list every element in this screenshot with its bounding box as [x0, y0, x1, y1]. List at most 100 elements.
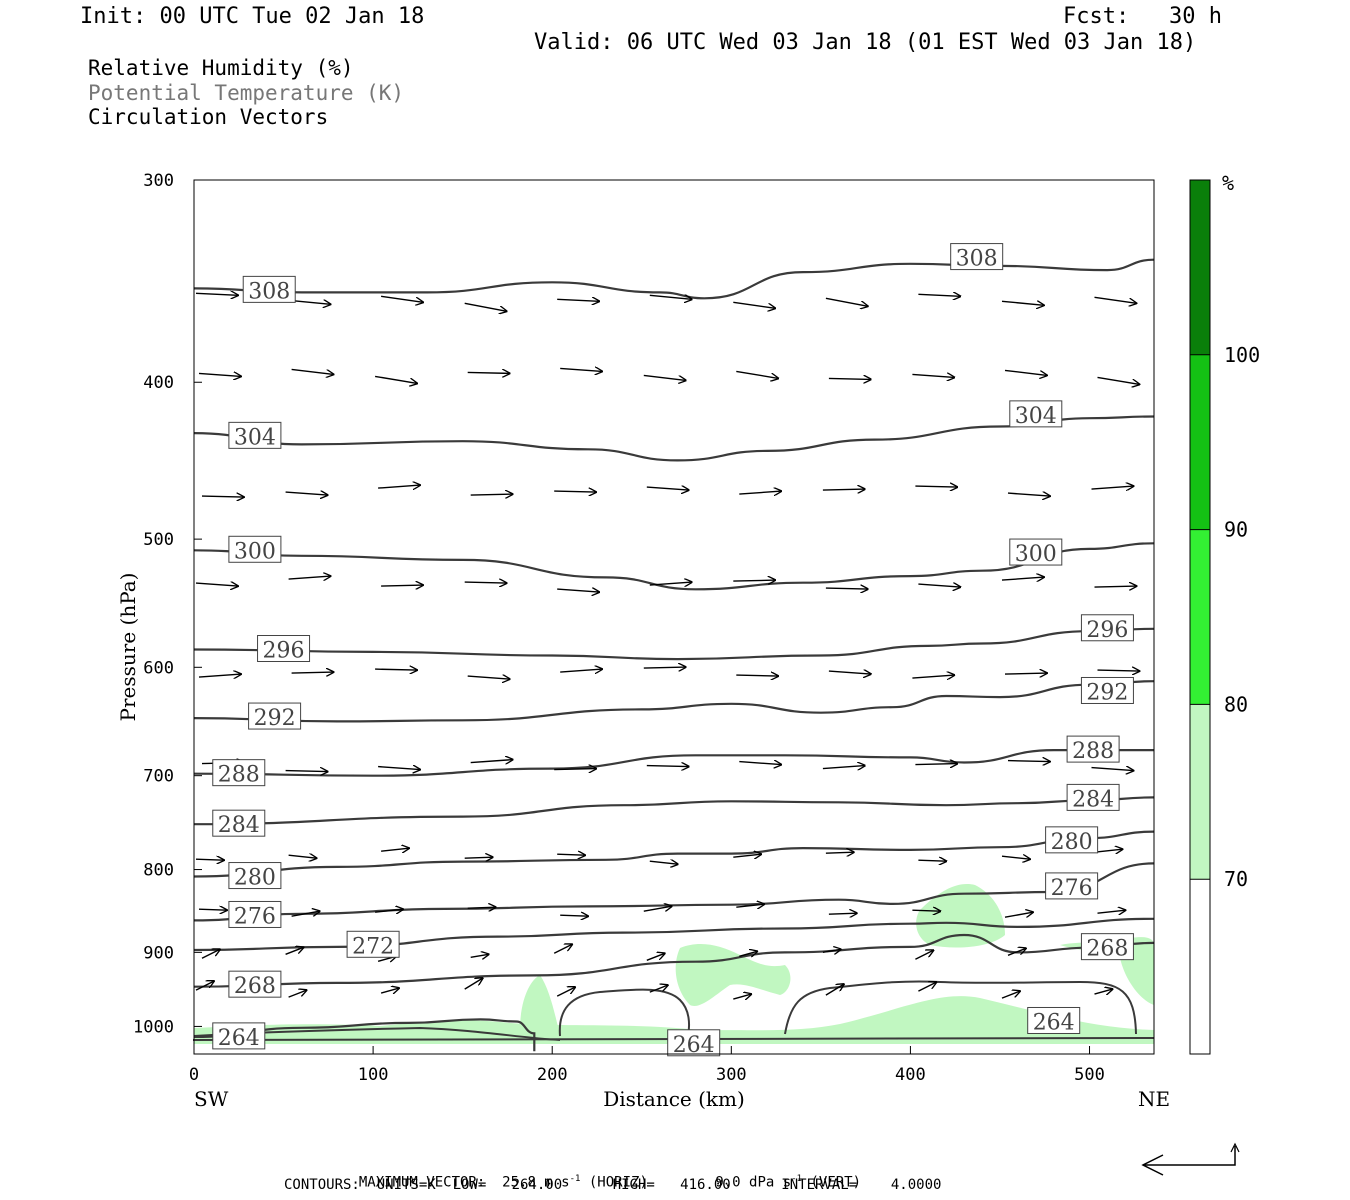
circulation-vector	[198, 674, 241, 677]
circulation-vector	[288, 855, 317, 858]
circulation-vector	[915, 486, 957, 487]
circulation-vector	[291, 368, 334, 374]
circulation-vector	[375, 669, 417, 670]
svg-text:280: 280	[1051, 830, 1093, 855]
circulation-vector	[381, 585, 423, 586]
circulation-vector	[1001, 301, 1044, 305]
reference-vector	[1141, 1142, 1240, 1176]
contour-label-296: 296	[1080, 614, 1134, 643]
contour-label-300: 300	[1009, 538, 1063, 567]
circulation-vector	[912, 675, 954, 678]
circulation-vector	[285, 947, 304, 955]
contour-label-288: 288	[212, 759, 266, 788]
y-tick-label: 600	[143, 658, 174, 678]
x-tick-label: 100	[358, 1065, 389, 1085]
svg-text:288: 288	[1072, 739, 1114, 764]
circulation-vector	[649, 861, 678, 864]
contour-label-284: 284	[212, 809, 266, 838]
contour-label-272: 272	[346, 930, 400, 959]
circulation-vector	[1007, 493, 1050, 496]
contour-label-264: 264	[1027, 1006, 1081, 1035]
theta-contour-264	[193, 1018, 536, 1052]
circulation-vector	[291, 911, 320, 917]
circulation-vector	[553, 944, 572, 954]
circulation-vector	[195, 583, 238, 586]
circulation-vector	[825, 588, 868, 589]
y-axis-label: Pressure (hPa)	[116, 573, 140, 722]
colorbar-level-label: 100	[1224, 343, 1260, 367]
svg-text:288: 288	[218, 763, 260, 788]
circulation-vector	[1097, 376, 1140, 384]
rh-shade-region	[675, 944, 791, 1006]
svg-text:268: 268	[234, 974, 276, 999]
circulation-vector	[739, 951, 757, 956]
circulation-vector	[1091, 768, 1134, 771]
svg-text:268: 268	[1086, 937, 1128, 962]
circulation-vector	[467, 676, 510, 679]
theta-contour-280	[193, 830, 1155, 878]
svg-text:296: 296	[263, 639, 305, 664]
circulation-vector	[1094, 849, 1123, 852]
theta-contour-288	[193, 748, 1154, 777]
circulation-vector	[825, 852, 854, 853]
reference-vector-head-left	[1141, 1154, 1164, 1176]
rh-shade-region	[520, 975, 560, 1035]
y-tick-label: 500	[143, 530, 174, 550]
circulation-vector	[828, 378, 871, 379]
circulation-vector	[557, 299, 599, 301]
circulation-vector	[1094, 296, 1137, 303]
circulation-vector	[1001, 856, 1030, 859]
colorbar-level-label: 80	[1224, 692, 1248, 716]
circulation-vector	[733, 994, 751, 999]
colorbar-frame	[1189, 179, 1211, 1055]
circulation-vectors-layer	[195, 293, 1140, 999]
svg-text:300: 300	[234, 539, 276, 564]
colorbar-segment	[1190, 529, 1210, 705]
circulation-vector	[643, 906, 672, 912]
svg-text:276: 276	[234, 904, 276, 929]
svg-text:284: 284	[1072, 787, 1114, 812]
circulation-vector	[201, 496, 244, 497]
circulation-vector	[467, 372, 510, 373]
max-vector-horiz-exp: -1	[569, 1174, 581, 1184]
circulation-vector	[470, 760, 513, 763]
colorbar-segment	[1190, 180, 1210, 355]
svg-text:264: 264	[218, 1026, 260, 1051]
circulation-vector	[1091, 486, 1134, 489]
circulation-vector	[554, 769, 596, 770]
contour-label-280: 280	[228, 862, 282, 891]
x-axis-label: Distance (km)	[603, 1087, 745, 1111]
contour-label-304: 304	[228, 421, 282, 450]
circulation-vector	[825, 984, 844, 996]
theta-contour-272	[193, 917, 1155, 952]
colorbar-segment	[1190, 704, 1210, 880]
max-vector-horiz-tag: (HORIZ)	[588, 1174, 648, 1191]
circulation-vector	[733, 854, 761, 857]
circulation-vector	[918, 584, 960, 587]
circulation-vector	[556, 987, 575, 997]
reference-vector-arrow	[1143, 1146, 1236, 1166]
y-tick-label: 700	[143, 767, 174, 787]
colorbar-level-label: 70	[1224, 867, 1248, 891]
circulation-vector	[918, 860, 946, 861]
theta-contour-264-segment	[558, 988, 690, 1037]
circulation-vector	[649, 985, 668, 993]
circulation-vector	[464, 978, 483, 990]
x-tick-label: 400	[895, 1065, 926, 1085]
contour-label-280: 280	[1045, 826, 1099, 855]
svg-text:296: 296	[1086, 618, 1128, 643]
x-tick-label: 0	[189, 1065, 199, 1085]
circulation-vector	[554, 491, 596, 492]
circulation-vector	[736, 904, 764, 907]
circulation-vector	[733, 580, 775, 581]
circulation-vector	[646, 953, 665, 961]
svg-text:308: 308	[956, 247, 998, 272]
contour-label-284: 284	[1066, 783, 1120, 812]
colorbar: % 100 90 80 70	[1189, 171, 1260, 1055]
circulation-vector	[381, 295, 423, 302]
circulation-vector	[1001, 991, 1020, 999]
colorbar-segment	[1190, 879, 1210, 1054]
svg-text:308: 308	[248, 279, 290, 304]
circulation-vector	[643, 667, 686, 668]
circulation-vector	[649, 295, 692, 299]
